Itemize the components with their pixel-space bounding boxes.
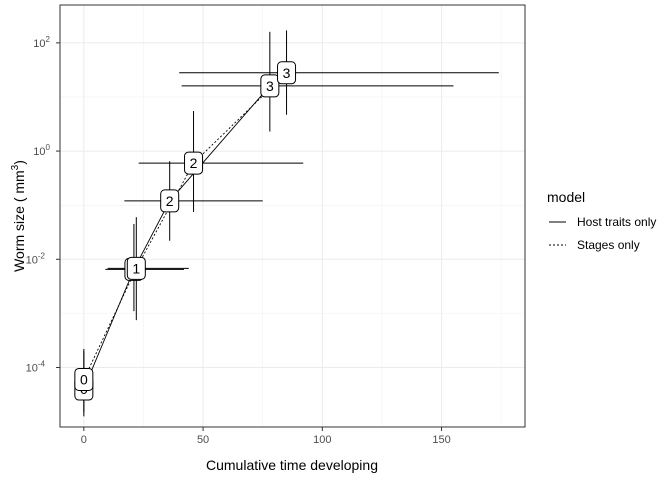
point-stage-label: 2 xyxy=(190,155,198,171)
y-axis-title: Worm size ( mm3) xyxy=(10,160,27,272)
y-tick-label: 102 xyxy=(33,35,50,50)
series-line xyxy=(83,72,287,380)
legend-label-stages: Stages only xyxy=(577,238,640,252)
point-labels: 01230123 xyxy=(74,61,297,401)
x-tick-label: 50 xyxy=(197,434,209,446)
point-stage-label: 3 xyxy=(283,65,291,81)
y-axis-ticks: 10-4 10-2 100 102 xyxy=(26,35,60,374)
panel-border xyxy=(59,4,526,428)
x-axis-ticks: 0 50 100 150 xyxy=(81,427,451,446)
x-tick-label: 0 xyxy=(81,434,87,446)
x-tick-label: 150 xyxy=(432,434,450,446)
y-axis-title-sup: 3 xyxy=(10,164,21,170)
series-line xyxy=(83,85,271,390)
point-stage-label: 2 xyxy=(166,193,174,209)
point-marker xyxy=(160,189,180,213)
y-axis-title-close: ) xyxy=(11,160,27,165)
y-tick-label: 100 xyxy=(33,143,50,158)
legend-label-host-traits: Host traits only xyxy=(577,215,656,229)
series-lines xyxy=(83,72,287,390)
y-tick-label: 10-4 xyxy=(26,359,46,374)
point-marker xyxy=(260,74,280,98)
y-axis-title-main: Worm size ( mm xyxy=(11,170,27,272)
legend: model Host traits only Stages only xyxy=(547,189,656,252)
point-marker xyxy=(126,256,146,280)
point-marker xyxy=(74,367,94,391)
legend-title: model xyxy=(547,189,585,205)
y-tick-label: 10-2 xyxy=(26,251,46,266)
x-tick-label: 100 xyxy=(313,434,331,446)
point-marker xyxy=(184,151,204,175)
point-stage-label: 3 xyxy=(266,78,274,94)
x-axis-title: Cumulative time developing xyxy=(206,457,378,473)
grid-major xyxy=(60,5,525,427)
point-stage-label: 1 xyxy=(132,260,140,276)
point-stage-label: 0 xyxy=(80,371,88,387)
point-marker xyxy=(277,61,297,85)
